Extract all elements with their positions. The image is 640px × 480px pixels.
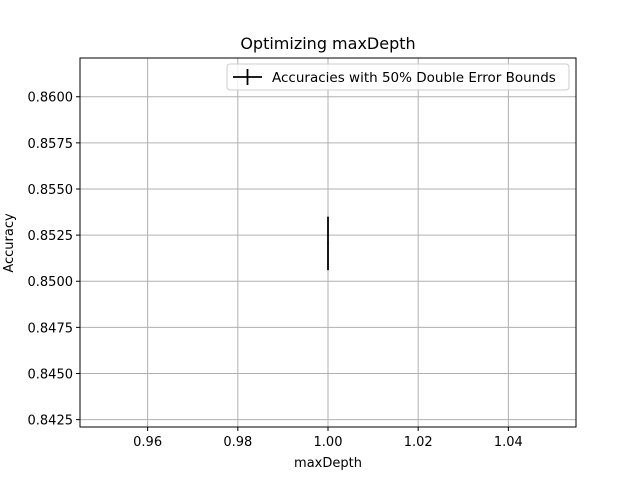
series-layer bbox=[327, 216, 329, 271]
y-axis-label: Accuracy bbox=[2, 213, 17, 273]
x-axis-label: maxDepth bbox=[294, 456, 362, 471]
y-tick-label: 0.8475 bbox=[28, 321, 74, 336]
x-tick-label: 1.04 bbox=[494, 435, 523, 450]
y-tick-label: 0.8450 bbox=[28, 367, 74, 382]
legend-label: Accuracies with 50% Double Error Bounds bbox=[272, 70, 556, 86]
legend-box bbox=[226, 63, 570, 91]
y-tick-label: 0.8550 bbox=[28, 183, 74, 198]
y-tick-label: 0.8425 bbox=[28, 414, 74, 429]
y-tick-label: 0.8600 bbox=[28, 91, 74, 106]
y-tick-label: 0.8500 bbox=[28, 275, 74, 290]
y-tick-label: 0.8575 bbox=[28, 137, 74, 152]
x-tick-label: 0.98 bbox=[223, 435, 252, 450]
chart-title: Optimizing maxDepth bbox=[240, 34, 415, 53]
data-point bbox=[327, 242, 329, 245]
x-tick-label: 1.00 bbox=[314, 435, 343, 450]
x-tick-label: 1.02 bbox=[404, 435, 433, 450]
y-axis: 0.8425 0.8450 0.8475 0.8500 0.8525 0.8550 0.85… bbox=[28, 91, 80, 429]
x-axis: 0.96 0.98 1.00 1.02 1.04 bbox=[133, 427, 523, 450]
legend: Accuracies with 50% Double Error Bounds bbox=[226, 63, 570, 91]
x-tick-label: 0.96 bbox=[133, 435, 162, 450]
y-tick-label: 0.8525 bbox=[28, 229, 74, 244]
